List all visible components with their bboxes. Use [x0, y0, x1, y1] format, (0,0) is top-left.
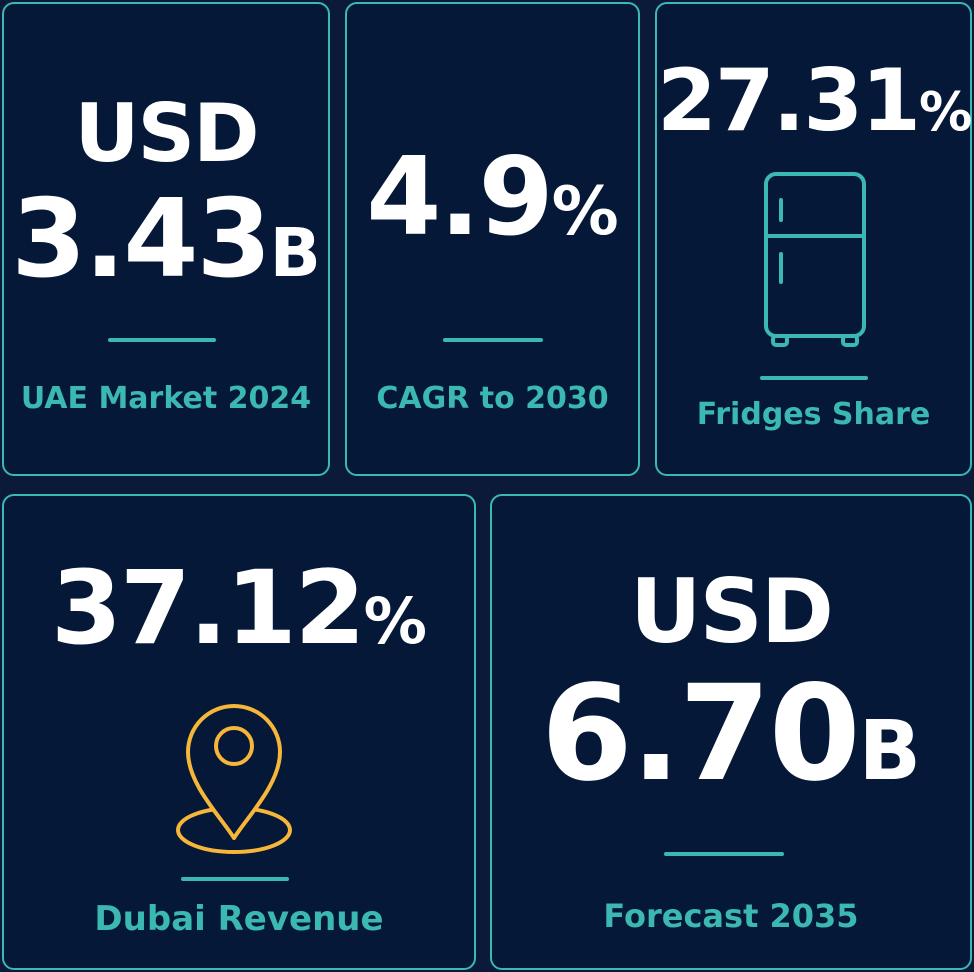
stat-card-uae-market: USD 3.43B UAE Market 2024: [2, 2, 330, 476]
stat-unit: %: [919, 81, 973, 143]
stat-value: 27.31%: [657, 58, 973, 144]
stat-label: Fridges Share: [696, 397, 931, 432]
stat-number: 37.12: [51, 549, 366, 668]
stat-label: Dubai Revenue: [94, 899, 384, 939]
stat-value: 4.9%: [347, 144, 638, 252]
divider: [108, 338, 216, 342]
divider: [760, 376, 868, 380]
refrigerator-icon: [764, 172, 866, 347]
stat-label: UAE Market 2024: [20, 381, 312, 416]
stat-unit: B: [858, 704, 922, 799]
divider: [181, 877, 289, 881]
stat-unit: B: [269, 214, 321, 292]
stat-number: 3.43: [11, 177, 271, 302]
stat-label: CAGR to 2030: [376, 381, 609, 416]
stat-number: 6.70: [540, 657, 861, 811]
stat-label: Forecast 2035: [603, 897, 859, 935]
stat-unit: %: [363, 584, 427, 658]
stat-card-cagr: 4.9% CAGR to 2030: [345, 2, 640, 476]
divider: [664, 852, 784, 856]
location-pin-icon: [176, 704, 292, 854]
stat-unit: %: [551, 172, 619, 250]
stat-prefix: USD: [630, 560, 834, 663]
stat-card-fridges-share: 27.31% Fridges Share: [655, 2, 972, 476]
divider: [443, 338, 543, 342]
stat-value: 3.43B: [4, 186, 328, 294]
stat-number: 4.9: [366, 135, 553, 260]
stat-number: 27.31: [657, 51, 921, 151]
stat-value: 6.70B: [492, 668, 970, 800]
stat-prefix: USD: [74, 87, 260, 180]
stat-value: 37.12%: [4, 558, 474, 660]
stat-card-dubai-revenue: 37.12% Dubai Revenue: [2, 494, 476, 970]
stat-card-forecast-2035: USD 6.70B Forecast 2035: [490, 494, 972, 970]
